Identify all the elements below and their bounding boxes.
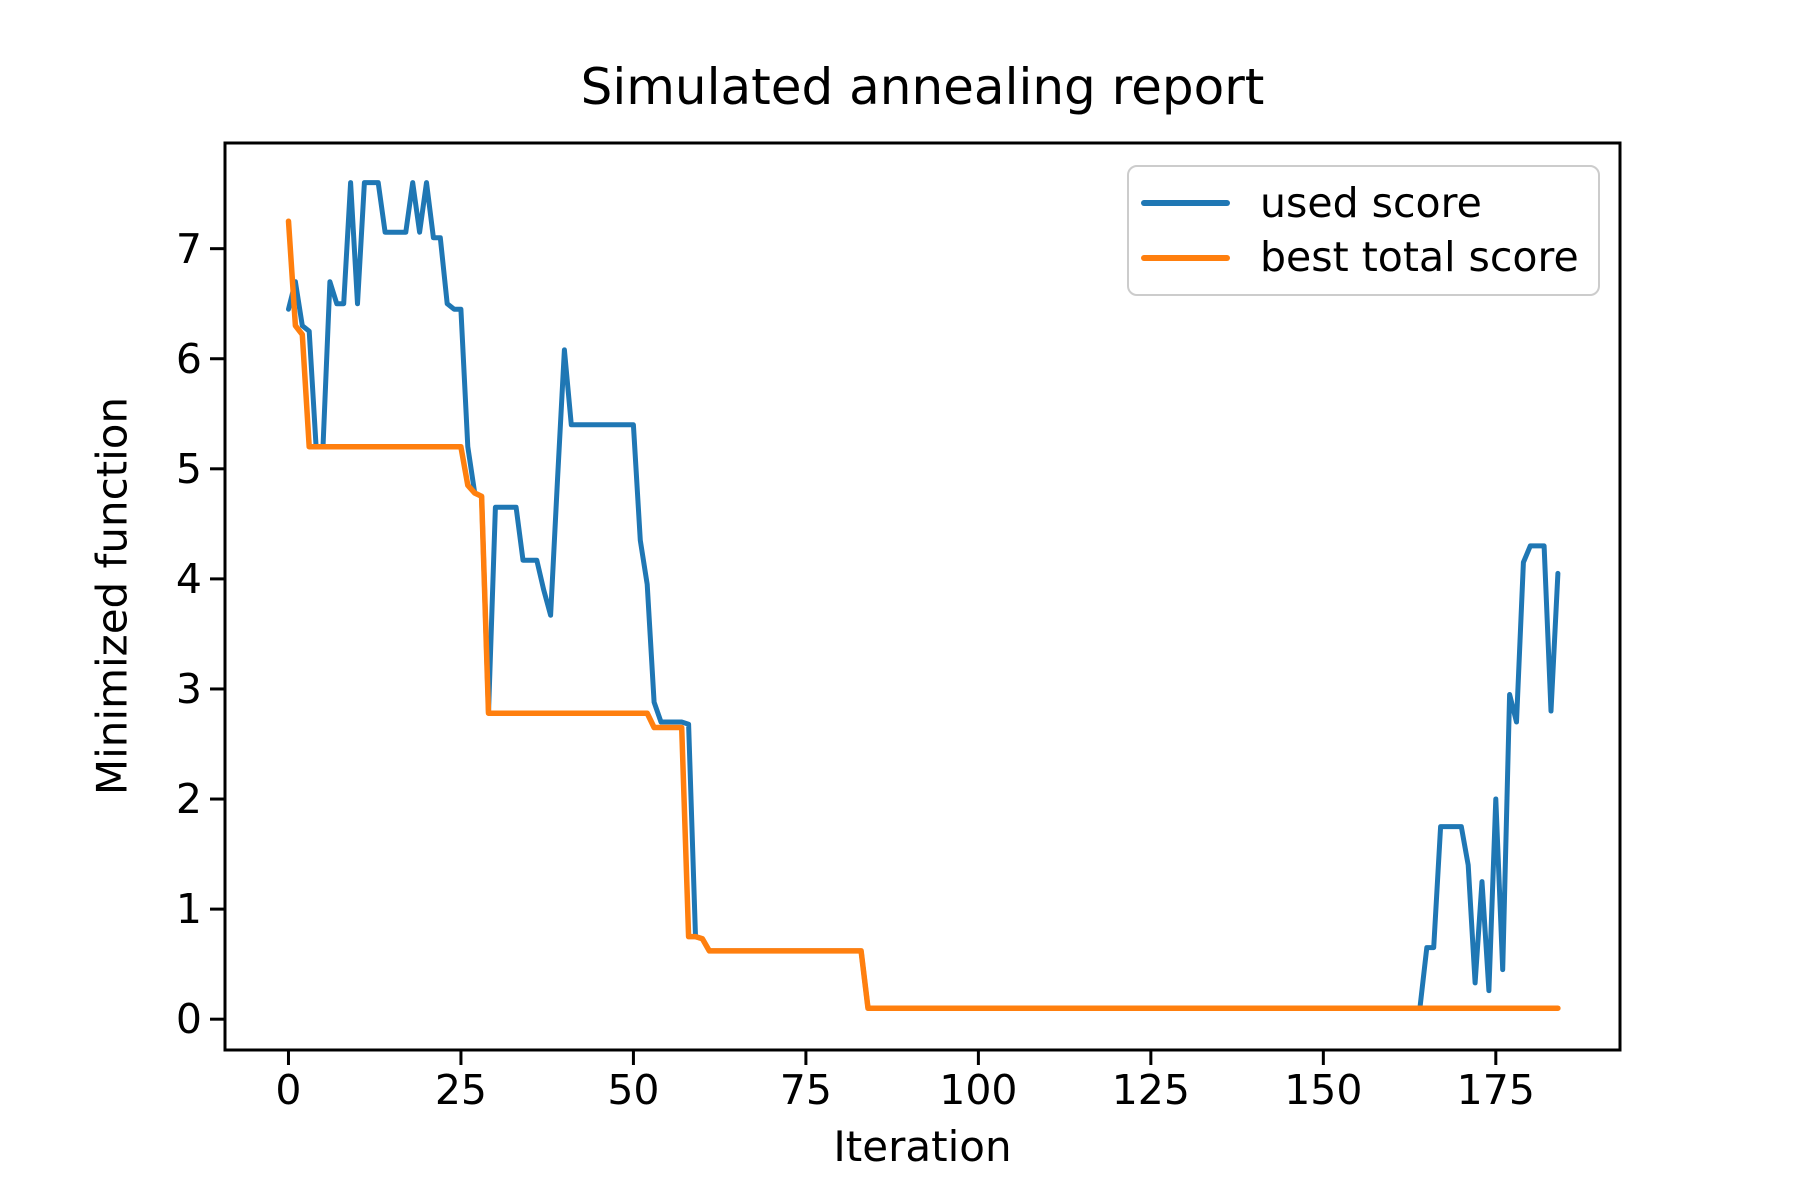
x-axis-label: Iteration xyxy=(833,1122,1012,1171)
x-tick-label: 100 xyxy=(939,1066,1018,1114)
legend-label-best-total-score: best total score xyxy=(1260,233,1579,282)
line-best-total-score xyxy=(285,218,1561,1011)
x-tick-label: 75 xyxy=(779,1066,832,1114)
x-tick-label: 50 xyxy=(607,1066,660,1114)
legend-label-used-score: used score xyxy=(1260,178,1482,227)
y-tick-label: 6 xyxy=(175,334,202,383)
legend: used score best total score xyxy=(1127,165,1600,296)
series-lines xyxy=(285,180,1561,1011)
x-tick-label: 175 xyxy=(1456,1066,1535,1114)
y-tick-label: 7 xyxy=(175,224,202,273)
y-tick-label: 5 xyxy=(175,444,202,493)
tick-marks xyxy=(210,247,1498,1065)
legend-line-sample-used-score xyxy=(1141,200,1230,207)
legend-item-best-total-score: best total score xyxy=(1129,235,1598,280)
legend-item-used-score: used score xyxy=(1129,178,1598,227)
x-tick-label: 125 xyxy=(1111,1066,1190,1114)
y-tick-label: 2 xyxy=(175,775,202,824)
axes-spines xyxy=(223,141,1622,1052)
y-tick-label: 4 xyxy=(175,554,202,603)
line-used-score xyxy=(286,180,1561,1011)
y-tick-label: 1 xyxy=(175,885,202,934)
y-tick-label: 3 xyxy=(175,664,202,713)
x-tick-label: 25 xyxy=(434,1066,488,1114)
x-tick-label: 150 xyxy=(1284,1066,1363,1114)
chart-title: Simulated annealing report xyxy=(580,58,1265,116)
x-tick-label: 0 xyxy=(275,1066,302,1114)
y-tick-label: 0 xyxy=(175,995,202,1044)
legend-line-sample-best-total-score xyxy=(1141,254,1230,261)
y-axis-label: Minimized function xyxy=(87,396,137,796)
